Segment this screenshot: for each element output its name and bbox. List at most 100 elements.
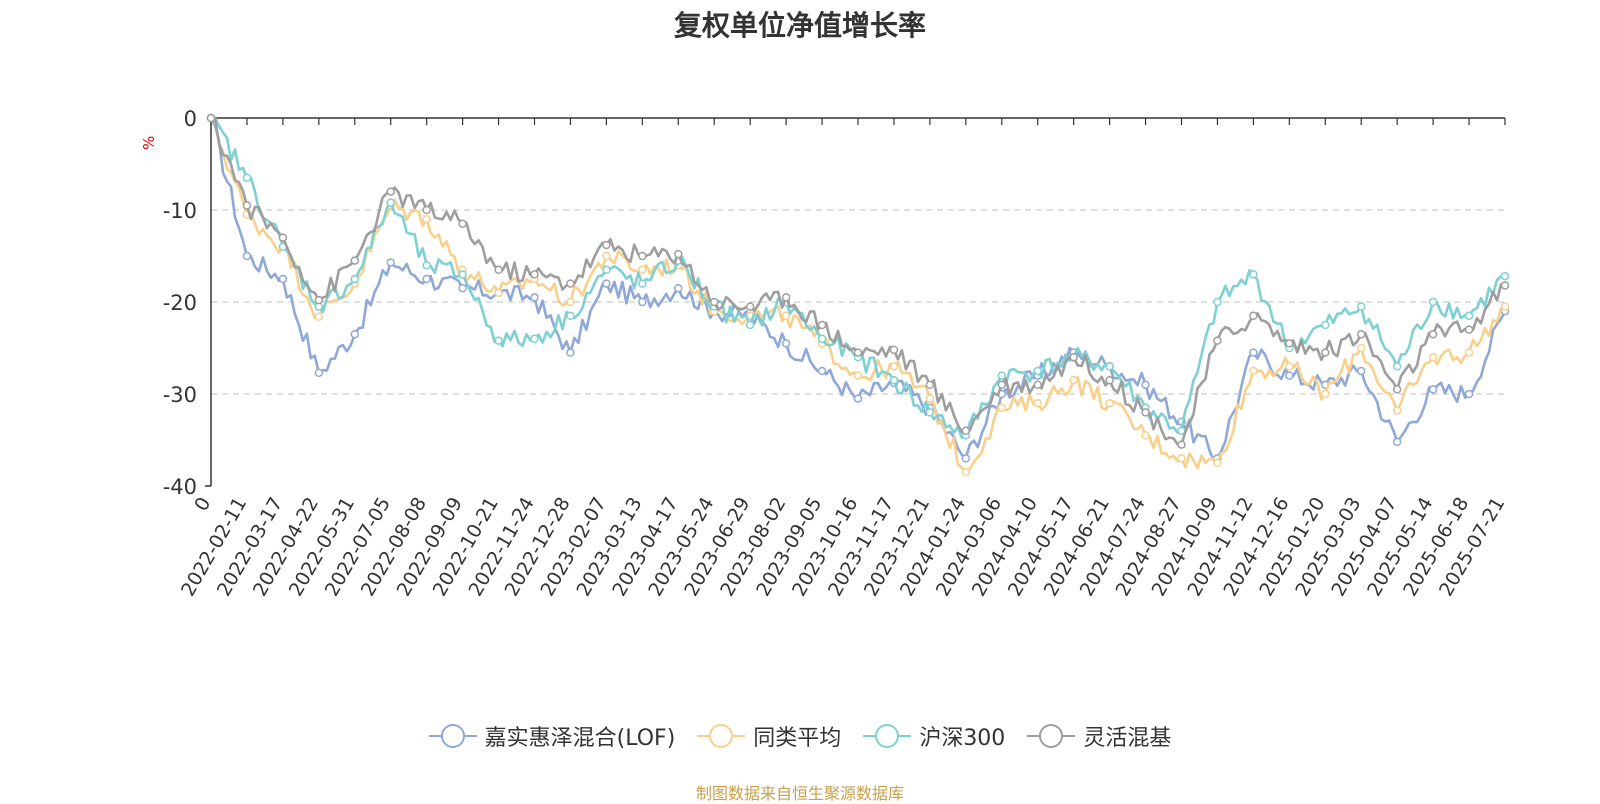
legend-label-fund: 嘉实惠泽混合(LOF) — [484, 726, 676, 751]
series-point-3 — [566, 279, 575, 288]
series-point-2 — [997, 371, 1007, 380]
legend-ring — [875, 724, 900, 748]
series-point-3 — [206, 113, 216, 123]
y-tick-label: -40 — [163, 475, 197, 499]
legend-marker-peer-average-icon — [697, 724, 746, 748]
legend-marker-fund-icon — [428, 724, 477, 748]
series-point-0 — [674, 283, 683, 293]
series-point-1 — [1069, 375, 1078, 385]
legend-ring — [440, 724, 465, 748]
series-point-2 — [386, 198, 395, 207]
legend-label-csi300: 沪深300 — [919, 726, 1006, 751]
series-point-3 — [638, 251, 647, 261]
series-point-2 — [350, 274, 360, 284]
series-point-3 — [1069, 352, 1078, 362]
series-point-2 — [889, 375, 899, 385]
series-point-2 — [494, 336, 503, 345]
series-point-1 — [997, 403, 1007, 413]
series-point-1 — [781, 311, 791, 321]
series-point-3 — [745, 302, 755, 311]
series-point-3 — [1500, 281, 1510, 290]
legend-item-peer-average[interactable]: 同类平均 — [697, 720, 841, 752]
series-point-3 — [530, 270, 539, 279]
series-point-3 — [674, 249, 683, 259]
series-point-3 — [1177, 440, 1186, 449]
series-point-3 — [242, 201, 252, 210]
series-point-1 — [1141, 431, 1150, 440]
legend-label-flexible-mixed: 灵活混基 — [1083, 726, 1172, 751]
legend-ring — [709, 724, 734, 748]
series-point-0 — [278, 274, 288, 284]
series-point-1 — [1033, 398, 1042, 408]
series-point-2 — [602, 265, 611, 275]
series-point-0 — [1141, 380, 1150, 390]
series-point-1 — [494, 288, 503, 298]
y-tick-label: -20 — [163, 291, 197, 315]
series-point-2 — [422, 260, 431, 270]
series-point-3 — [494, 265, 503, 275]
series-point-3 — [1428, 329, 1438, 339]
series-point-0 — [1464, 389, 1474, 399]
series-point-1 — [422, 214, 431, 224]
series-line-0 — [209, 117, 1507, 462]
series-point-0 — [1356, 366, 1366, 376]
series-point-3 — [458, 219, 467, 229]
series-point-0 — [1428, 385, 1438, 394]
series-point-3 — [781, 293, 791, 302]
legend-item-flexible-mixed[interactable]: 灵活混基 — [1027, 720, 1171, 752]
series-point-2 — [745, 320, 755, 330]
series-point-1 — [602, 251, 611, 261]
series-point-3 — [1105, 375, 1114, 385]
series-point-3 — [925, 380, 935, 390]
series-point-2 — [1249, 270, 1258, 279]
legend-marker-flexible-mixed-icon — [1027, 724, 1076, 748]
series-point-0 — [602, 279, 611, 288]
series-line-2 — [211, 116, 1506, 439]
series-point-0 — [853, 394, 863, 403]
series-point-3 — [1213, 336, 1222, 345]
series-point-3 — [1141, 408, 1150, 417]
y-tick-label: -10 — [163, 199, 197, 223]
series-point-2 — [566, 311, 575, 321]
series-point-2 — [1321, 320, 1330, 330]
series-point-0 — [422, 274, 431, 284]
series-point-0 — [530, 293, 539, 302]
series-point-2 — [1500, 271, 1510, 281]
series-point-0 — [638, 297, 647, 307]
series-point-2 — [1213, 297, 1222, 307]
series-point-0 — [781, 339, 791, 348]
series-point-1 — [1105, 398, 1114, 408]
series-point-1 — [638, 265, 647, 275]
series-point-3 — [602, 240, 611, 250]
series-point-0 — [961, 454, 971, 463]
legend-item-csi300[interactable]: 沪深300 — [863, 720, 1005, 752]
series-point-3 — [997, 380, 1007, 390]
series-point-3 — [889, 345, 899, 355]
series-point-1 — [314, 312, 324, 321]
series-point-1 — [1356, 343, 1366, 353]
series-point-0 — [1249, 348, 1258, 357]
series-point-3 — [350, 256, 360, 265]
series-point-2 — [638, 279, 647, 288]
series-point-0 — [566, 348, 575, 357]
series-point-1 — [925, 394, 935, 403]
y-tick-label: 0 — [184, 107, 197, 131]
series-point-1 — [1177, 454, 1186, 463]
series-point-1 — [1428, 352, 1438, 362]
series-point-1 — [1464, 348, 1474, 357]
series-point-3 — [1392, 385, 1402, 394]
legend-marker-csi300-icon — [863, 724, 912, 748]
series-point-2 — [1356, 302, 1366, 311]
series-point-0 — [817, 366, 827, 376]
series-point-3 — [278, 233, 288, 242]
series-point-3 — [422, 205, 431, 215]
series-point-0 — [1392, 437, 1402, 447]
series-point-0 — [458, 283, 467, 293]
chart-legend: 嘉实惠泽混合(LOF) 同类平均 沪深300 灵活混基 — [0, 720, 1600, 752]
series-point-3 — [1033, 380, 1042, 390]
series-point-1 — [889, 362, 899, 371]
legend-item-fund[interactable]: 嘉实惠泽混合(LOF) — [428, 720, 676, 752]
chart-title: 复权单位净值增长率 — [673, 9, 926, 42]
series-point-2 — [925, 408, 935, 417]
